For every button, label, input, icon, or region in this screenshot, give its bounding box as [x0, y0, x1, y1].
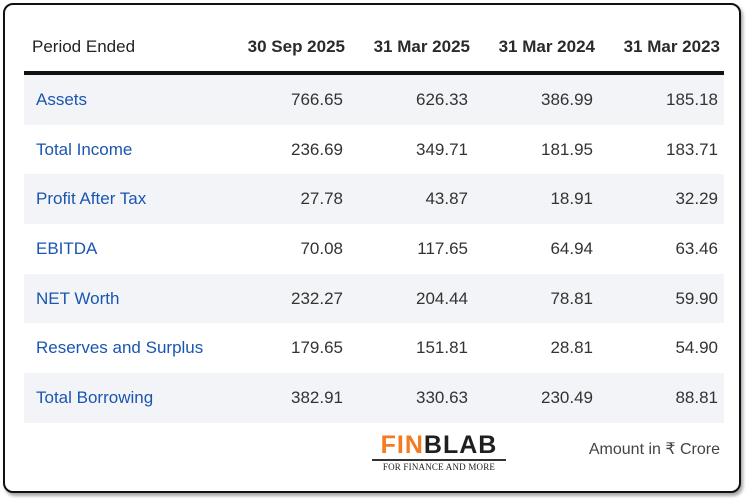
cell-value: 179.65 [291, 338, 343, 358]
logo-tagline: FOR FINANCE AND MORE [382, 462, 496, 472]
row-label: Total Income [36, 139, 133, 159]
cell-value: 204.44 [416, 288, 468, 308]
cell-value: 349.71 [416, 139, 468, 159]
cell-value: 28.81 [550, 338, 593, 358]
table-row: Profit After Tax 27.78 43.87 18.91 32.29 [24, 174, 724, 225]
row-label: Total Borrowing [36, 387, 154, 407]
cell-value: 27.78 [300, 189, 343, 209]
cell-value: 117.65 [417, 238, 468, 258]
header-period: 31 Mar 2024 [474, 23, 599, 75]
row-label: Assets [36, 89, 88, 109]
cell-value: 382.91 [291, 387, 343, 407]
cell-value: 386.99 [541, 89, 593, 109]
header-period-ended: Period Ended [24, 23, 224, 75]
cell-value: 88.81 [675, 387, 718, 407]
cell-value: 78.81 [550, 288, 593, 308]
row-label: NET Worth [36, 288, 120, 308]
header-period: 31 Mar 2025 [349, 23, 474, 75]
amount-unit-note: Amount in ₹ Crore [588, 441, 720, 458]
header-period: 31 Mar 2023 [599, 23, 724, 75]
table-row: Total Borrowing 382.91 330.63 230.49 88.… [24, 373, 724, 423]
cell-value: 185.18 [666, 89, 718, 109]
financials-table: Period Ended 30 Sep 2025 31 Mar 2025 31 … [24, 23, 724, 423]
cell-value: 43.87 [425, 189, 468, 209]
cell-value: 236.69 [291, 139, 343, 159]
cell-value: 330.63 [416, 387, 468, 407]
logo-part-fin: FIN [380, 431, 424, 459]
cell-value: 54.90 [675, 338, 718, 358]
cell-value: 18.91 [550, 189, 593, 209]
cell-value: 64.94 [550, 238, 593, 258]
table-header-row: Period Ended 30 Sep 2025 31 Mar 2025 31 … [24, 23, 724, 75]
row-label: EBITDA [36, 238, 98, 258]
cell-value: 59.90 [675, 288, 718, 308]
card-frame [3, 3, 741, 493]
header-period: 30 Sep 2025 [224, 23, 349, 75]
row-label: Profit After Tax [36, 189, 147, 209]
table-row: Reserves and Surplus 179.65 151.81 28.81… [24, 323, 724, 374]
cell-value: 181.95 [541, 139, 593, 159]
logo-wordmark: FINBLAB [368, 432, 510, 458]
cell-value: 626.33 [416, 89, 468, 109]
cell-value: 183.71 [666, 139, 718, 159]
cell-value: 32.29 [675, 189, 718, 209]
table-row: NET Worth 232.27 204.44 78.81 59.90 [24, 273, 724, 324]
table-row: Assets 766.65 626.33 386.99 185.18 [24, 73, 724, 125]
cell-value: 232.27 [291, 288, 343, 308]
cell-value: 766.65 [291, 89, 343, 109]
table-row: EBITDA 70.08 117.65 64.94 63.46 [24, 224, 724, 274]
cell-value: 151.81 [416, 338, 468, 358]
cell-value: 63.46 [675, 238, 718, 258]
cell-value: 230.49 [541, 387, 593, 407]
logo-divider [372, 459, 506, 461]
row-label: Reserves and Surplus [36, 338, 204, 358]
finblab-logo: FINBLAB FOR FINANCE AND MORE [368, 432, 510, 472]
table-row: Total Income 236.69 349.71 181.95 183.71 [24, 124, 724, 175]
cell-value: 70.08 [300, 238, 343, 258]
logo-part-blab: BLAB [423, 431, 498, 459]
